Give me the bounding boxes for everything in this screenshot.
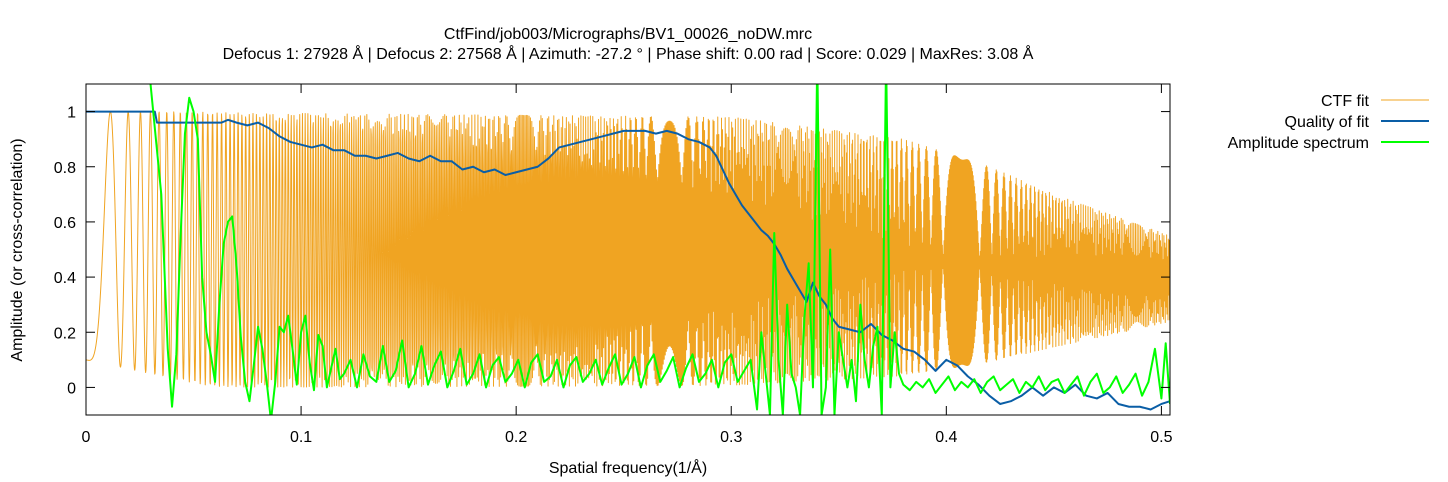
x-tick-label: 0.2 — [505, 429, 527, 446]
y-tick-label: 0.8 — [54, 160, 76, 177]
series-line-amplitude-spectrum — [149, 84, 1170, 415]
chart-title: CtfFind/job003/Micrographs/BV1_00026_noD… — [444, 26, 812, 43]
legend-label: Amplitude spectrum — [1228, 135, 1369, 152]
plot-frame — [85, 83, 1171, 416]
legend-label: CTF fit — [1321, 93, 1370, 110]
y-tick-label: 1 — [67, 105, 76, 122]
x-tick-label: 0.4 — [935, 429, 957, 446]
legend-label: Quality of fit — [1285, 114, 1370, 131]
x-axis-label: Spatial frequency(1/Å) — [549, 458, 707, 477]
legend: CTF fit Quality of fit Amplitude spectrum — [1228, 93, 1429, 152]
y-axis-label: Amplitude (or cross-correlation) — [9, 138, 26, 361]
y-tick-label: 0 — [67, 380, 76, 397]
series-line-ctf-fit — [86, 111, 1170, 388]
y-tick-label: 0.2 — [54, 325, 76, 342]
series-line-quality-of-fit — [86, 110, 1170, 411]
x-tick-label: 0.1 — [290, 429, 312, 446]
x-tick-label: 0.3 — [720, 429, 742, 446]
x-tick-label: 0.5 — [1150, 429, 1172, 446]
y-tick-label: 0.4 — [54, 270, 76, 287]
chart-subtitle: Defocus 1: 27928 Å | Defocus 2: 27568 Å … — [223, 44, 1034, 63]
x-tick-label: 0 — [82, 429, 91, 446]
series-layer — [86, 84, 1170, 415]
y-tick-label: 0.6 — [54, 215, 76, 232]
ticks-layer: 0 0.1 0.2 0.3 0.4 0.5 0 0.2 0.4 0.6 0.8 1 — [54, 84, 1173, 446]
